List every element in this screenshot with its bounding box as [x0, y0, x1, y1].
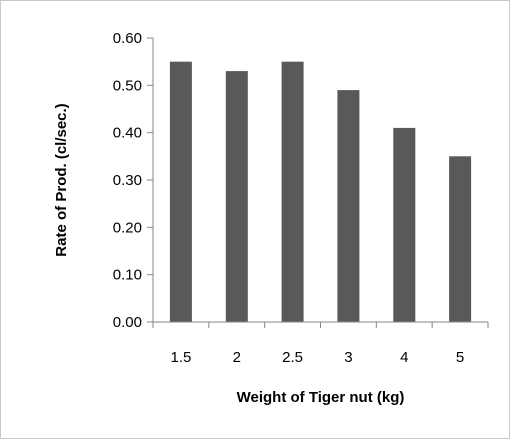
- y-axis-title: Rate of Prod. (cl/sec.): [53, 103, 70, 256]
- bar-1.5: [169, 61, 192, 322]
- bar-3: [337, 90, 360, 322]
- x-tick-labels: 1.5 2 2.5 3 4 5: [170, 349, 464, 366]
- x-tick-label: 1.5: [170, 349, 191, 366]
- y-tick-label: 0.60: [113, 30, 142, 47]
- bar-4: [393, 127, 416, 323]
- bar-2.5: [281, 61, 304, 322]
- y-tick-label: 0.50: [113, 77, 142, 94]
- bars-group: [169, 61, 472, 323]
- x-tick-label: 3: [344, 349, 352, 366]
- bar-5: [449, 156, 472, 322]
- x-tick-label: 4: [400, 349, 408, 366]
- x-tick-label: 2.5: [282, 349, 303, 366]
- axes-group: [147, 37, 489, 328]
- y-tick-labels: 0.00 0.10 0.20 0.30 0.40 0.50 0.60: [113, 30, 142, 331]
- y-tick-label: 0.30: [113, 172, 142, 189]
- y-tick-label: 0.40: [113, 125, 142, 142]
- y-tick-label: 0.20: [113, 219, 142, 236]
- y-tick-label: 0.00: [113, 314, 142, 331]
- x-tick-label: 2: [233, 349, 241, 366]
- x-axis-title: Weight of Tiger nut (kg): [237, 389, 405, 406]
- bar-2: [225, 71, 248, 322]
- y-tick-label: 0.10: [113, 267, 142, 284]
- x-tick-label: 5: [456, 349, 464, 366]
